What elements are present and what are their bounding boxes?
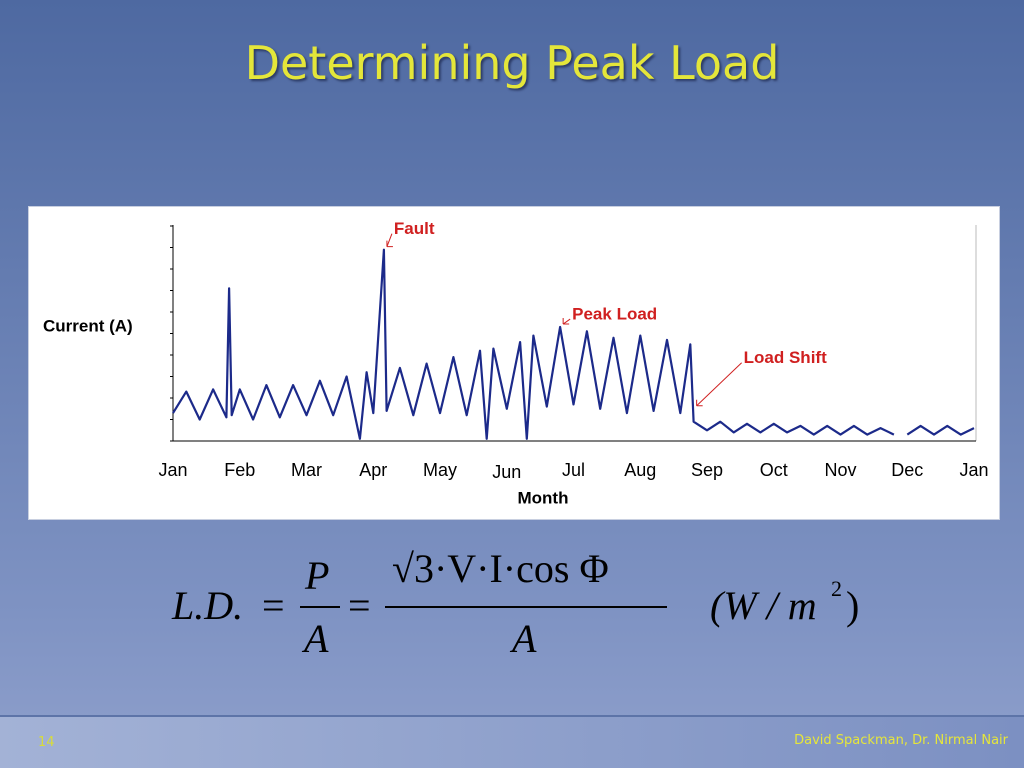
arrow-head: [562, 318, 570, 325]
chart: Current (A) Month Jan Feb Mar Apr May Jun Jul A…: [43, 219, 989, 507]
x-tick-label: Jan: [158, 460, 187, 480]
formula-units: ): [846, 583, 860, 628]
x-tick-label: May: [423, 460, 457, 480]
formula-exponent: 2: [831, 576, 842, 601]
fraction-bar: [300, 606, 340, 608]
formula-den: A: [512, 616, 537, 661]
formula-eq: =: [348, 583, 371, 628]
arrow-head: [386, 240, 393, 248]
x-tick-label: Feb: [224, 460, 255, 480]
x-tick-label: Nov: [824, 460, 856, 480]
footer: [0, 715, 1024, 768]
x-tick-label: Jul: [562, 460, 585, 480]
formula-den: A: [304, 616, 329, 661]
fraction-bar: [385, 606, 667, 608]
formula-eq: =: [262, 583, 285, 628]
x-tick-label: Sep: [691, 460, 723, 480]
formula-num: √3·V·I·cos Φ: [392, 546, 609, 591]
x-axis-label: Month: [518, 488, 569, 507]
x-tick-label: Jan: [959, 460, 988, 480]
y-axis-label: Current (A): [43, 316, 133, 335]
annotation-arrow: [696, 362, 742, 407]
page-number: 14: [38, 735, 55, 750]
x-tick-label: Oct: [760, 460, 788, 480]
annotation-arrow: [562, 318, 571, 325]
annotation: Peak Load: [572, 305, 657, 324]
data-line: [172, 248, 975, 440]
arrow-head: [696, 399, 703, 407]
formula-units: (W / m: [710, 583, 817, 628]
x-tick-label: Apr: [359, 460, 387, 480]
formula-lhs: L.D.: [172, 583, 244, 628]
annotation: Load Shift: [744, 348, 827, 367]
annotation: Fault: [394, 219, 435, 238]
author: David Spackman, Dr. Nirmal Nair: [794, 733, 1008, 748]
chart-box: Current (A) Month Jan Feb Mar Apr May Jun Jul A…: [28, 206, 1000, 520]
x-tick-label: Aug: [624, 460, 656, 480]
x-tick-label: Mar: [291, 460, 322, 480]
x-tick-label: Jun: [492, 462, 521, 482]
x-tick-label: Dec: [891, 460, 923, 480]
slide-title: Determining Peak Load: [244, 36, 780, 90]
annotation-arrow: [386, 233, 393, 247]
formula-num: P: [305, 553, 330, 598]
